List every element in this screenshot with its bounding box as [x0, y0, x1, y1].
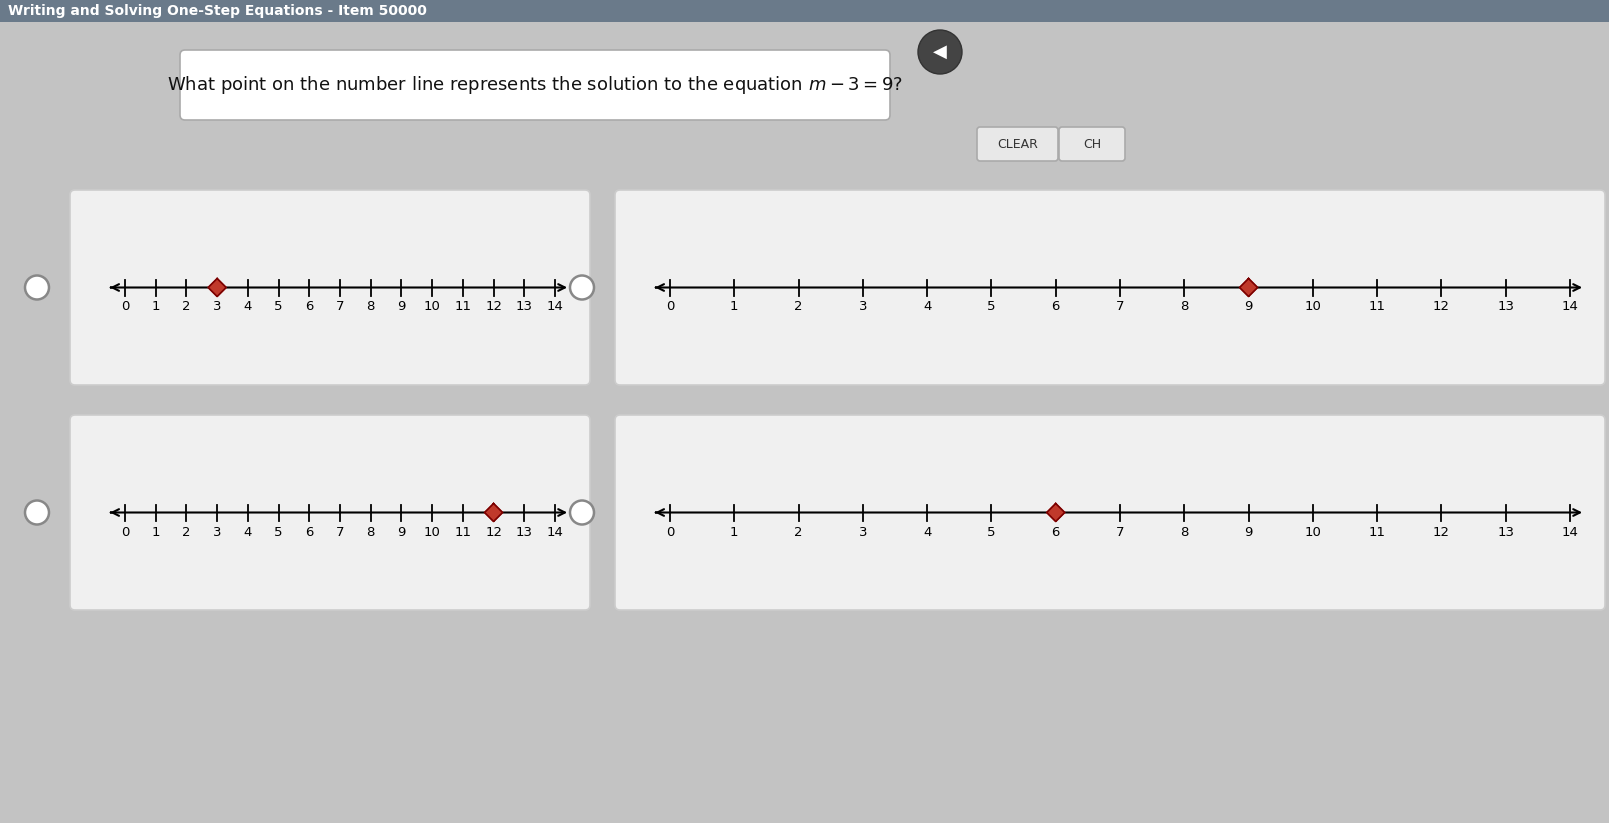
Text: 11: 11	[454, 300, 471, 314]
Text: 9: 9	[397, 300, 405, 314]
Text: 11: 11	[1369, 300, 1385, 314]
Polygon shape	[484, 504, 502, 522]
Text: 9: 9	[1244, 300, 1253, 314]
Text: 6: 6	[1052, 300, 1060, 314]
Text: 8: 8	[367, 300, 375, 314]
Text: 14: 14	[547, 526, 563, 538]
Text: 12: 12	[484, 300, 502, 314]
Text: 5: 5	[988, 526, 996, 538]
FancyBboxPatch shape	[180, 50, 890, 120]
Text: ◀: ◀	[933, 43, 948, 61]
Text: 2: 2	[795, 300, 803, 314]
Text: 11: 11	[454, 526, 471, 538]
Text: 10: 10	[1305, 526, 1321, 538]
Text: 10: 10	[1305, 300, 1321, 314]
Text: 1: 1	[151, 526, 159, 538]
Polygon shape	[1047, 504, 1065, 522]
Text: 12: 12	[484, 526, 502, 538]
Text: 4: 4	[243, 300, 253, 314]
Text: 14: 14	[1562, 300, 1578, 314]
FancyBboxPatch shape	[71, 190, 591, 385]
Text: 5: 5	[988, 300, 996, 314]
Text: 4: 4	[924, 300, 932, 314]
FancyBboxPatch shape	[615, 190, 1606, 385]
Text: 2: 2	[182, 526, 191, 538]
Text: 9: 9	[397, 526, 405, 538]
Circle shape	[26, 276, 48, 300]
Text: 6: 6	[306, 300, 314, 314]
Circle shape	[570, 500, 594, 524]
Text: 8: 8	[1179, 526, 1189, 538]
Text: 6: 6	[1052, 526, 1060, 538]
Text: 4: 4	[924, 526, 932, 538]
Text: 2: 2	[795, 526, 803, 538]
FancyBboxPatch shape	[0, 0, 1609, 22]
Text: 12: 12	[1434, 526, 1450, 538]
Text: 14: 14	[547, 300, 563, 314]
Text: 13: 13	[1498, 300, 1514, 314]
FancyBboxPatch shape	[1059, 127, 1125, 161]
FancyBboxPatch shape	[977, 127, 1059, 161]
Text: 8: 8	[367, 526, 375, 538]
Text: 9: 9	[1244, 526, 1253, 538]
Text: 0: 0	[121, 526, 129, 538]
Text: 14: 14	[1562, 526, 1578, 538]
Text: 1: 1	[730, 300, 739, 314]
Text: 3: 3	[859, 526, 867, 538]
Text: 1: 1	[730, 526, 739, 538]
Text: 0: 0	[121, 300, 129, 314]
Text: 5: 5	[274, 300, 283, 314]
Text: 11: 11	[1369, 526, 1385, 538]
Circle shape	[570, 276, 594, 300]
Text: 7: 7	[1115, 526, 1125, 538]
Text: 3: 3	[212, 300, 222, 314]
Text: 0: 0	[666, 300, 674, 314]
Text: 13: 13	[516, 526, 533, 538]
Text: 2: 2	[182, 300, 191, 314]
Text: 3: 3	[212, 526, 222, 538]
FancyBboxPatch shape	[71, 415, 591, 610]
Text: 7: 7	[336, 526, 344, 538]
Text: 3: 3	[859, 300, 867, 314]
Text: CH: CH	[1083, 137, 1101, 151]
Text: 13: 13	[1498, 526, 1514, 538]
Text: 7: 7	[1115, 300, 1125, 314]
Circle shape	[919, 30, 962, 74]
Text: 10: 10	[423, 300, 441, 314]
Polygon shape	[208, 278, 227, 296]
Text: 7: 7	[336, 300, 344, 314]
Text: What point on the number line represents the solution to the equation $m - 3 = 9: What point on the number line represents…	[167, 74, 903, 96]
Text: 5: 5	[274, 526, 283, 538]
Text: 1: 1	[151, 300, 159, 314]
Polygon shape	[1239, 278, 1258, 296]
Text: CLEAR: CLEAR	[998, 137, 1038, 151]
Circle shape	[26, 500, 48, 524]
Text: 0: 0	[666, 526, 674, 538]
Text: Writing and Solving One-Step Equations - Item 50000: Writing and Solving One-Step Equations -…	[8, 4, 426, 18]
Text: 8: 8	[1179, 300, 1189, 314]
Text: 13: 13	[516, 300, 533, 314]
Text: 6: 6	[306, 526, 314, 538]
FancyBboxPatch shape	[615, 415, 1606, 610]
Text: 10: 10	[423, 526, 441, 538]
Text: 4: 4	[243, 526, 253, 538]
Text: 12: 12	[1434, 300, 1450, 314]
